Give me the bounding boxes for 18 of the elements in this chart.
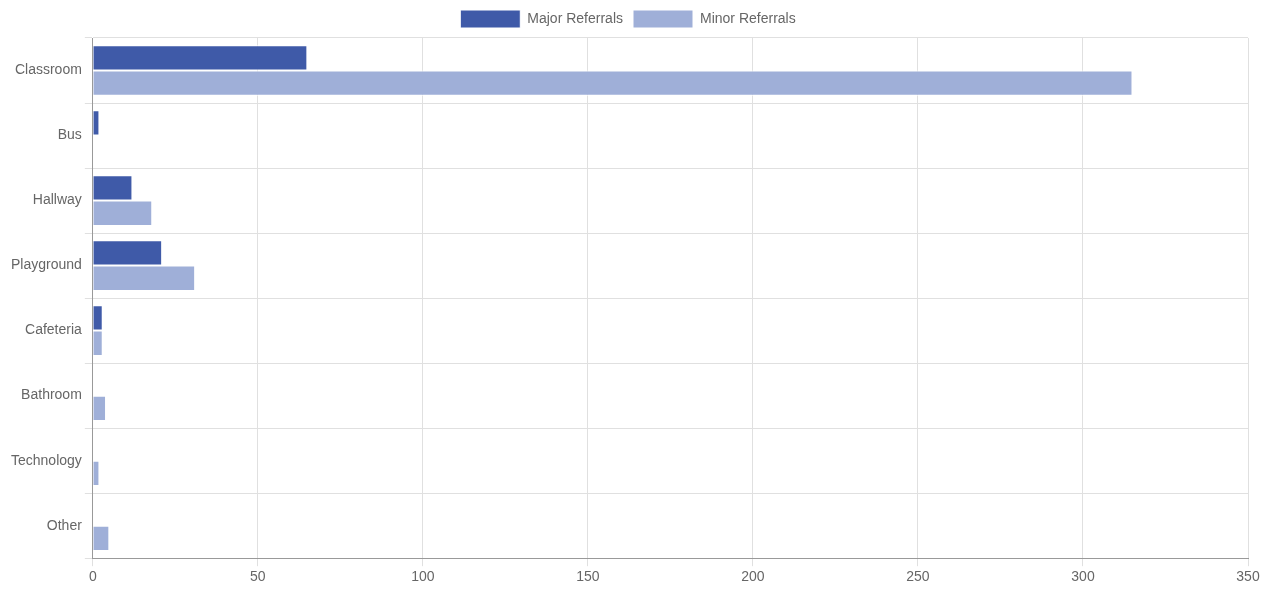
x-tick-label: 300 bbox=[1071, 568, 1095, 585]
y-tick-label: Bus bbox=[57, 126, 82, 143]
x-tick-label: 350 bbox=[1236, 568, 1260, 585]
x-tick-label: 0 bbox=[88, 568, 97, 585]
x-tick-label: 250 bbox=[906, 568, 930, 585]
y-tick-label: Other bbox=[46, 516, 83, 533]
y-tick-label: Technology bbox=[11, 451, 82, 468]
y-tick-label: Hallway bbox=[32, 191, 82, 208]
y-tick-label: Bathroom bbox=[21, 386, 82, 403]
y-tick-label: Cafeteria bbox=[25, 321, 83, 338]
x-tick-label: 150 bbox=[576, 568, 600, 585]
x-tick-label: 100 bbox=[411, 568, 435, 585]
y-tick-label: Playground bbox=[11, 256, 82, 273]
x-tick-label: 200 bbox=[741, 568, 765, 585]
legend-label: Minor Referrals bbox=[700, 9, 796, 26]
x-tick-label: 50 bbox=[250, 568, 266, 585]
legend-label: Major Referrals bbox=[527, 9, 624, 26]
y-tick-label: Classroom bbox=[14, 61, 82, 78]
